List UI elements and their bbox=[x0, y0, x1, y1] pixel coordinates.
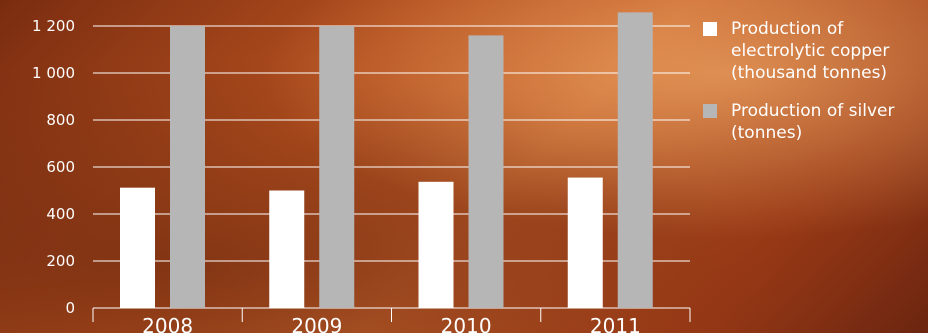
y-tick-label: 400 bbox=[46, 205, 75, 223]
legend-swatch-silver bbox=[703, 104, 717, 118]
legend-item-copper: Production of electrolytic copper (thous… bbox=[703, 18, 925, 84]
y-tick-label: 200 bbox=[46, 252, 75, 270]
bar-silver bbox=[319, 26, 355, 308]
legend-item-silver: Production of silver (tonnes) bbox=[703, 100, 925, 144]
bar-silver bbox=[170, 26, 205, 308]
y-tick-label: 800 bbox=[46, 111, 75, 129]
bar-silver bbox=[468, 35, 504, 309]
bar-copper bbox=[120, 187, 155, 308]
legend-label-copper: Production of electrolytic copper (thous… bbox=[731, 19, 890, 83]
bar-silver bbox=[617, 12, 653, 309]
x-tick-label: 2011 bbox=[590, 314, 641, 333]
bar-copper bbox=[269, 190, 305, 308]
y-tick-label: 600 bbox=[46, 158, 75, 176]
bar-copper bbox=[418, 181, 454, 308]
x-tick-label: 2008 bbox=[142, 314, 193, 333]
y-tick-label: 0 bbox=[65, 299, 75, 317]
legend: Production of electrolytic copper (thous… bbox=[703, 18, 925, 160]
bar-copper bbox=[567, 177, 603, 308]
x-tick-label: 2009 bbox=[291, 314, 342, 333]
x-tick-label: 2010 bbox=[441, 314, 492, 333]
legend-swatch-copper bbox=[703, 22, 717, 36]
y-tick-label: 1 000 bbox=[32, 64, 75, 82]
legend-label-silver: Production of silver (tonnes) bbox=[731, 101, 895, 143]
y-tick-label: 1 200 bbox=[32, 17, 75, 35]
